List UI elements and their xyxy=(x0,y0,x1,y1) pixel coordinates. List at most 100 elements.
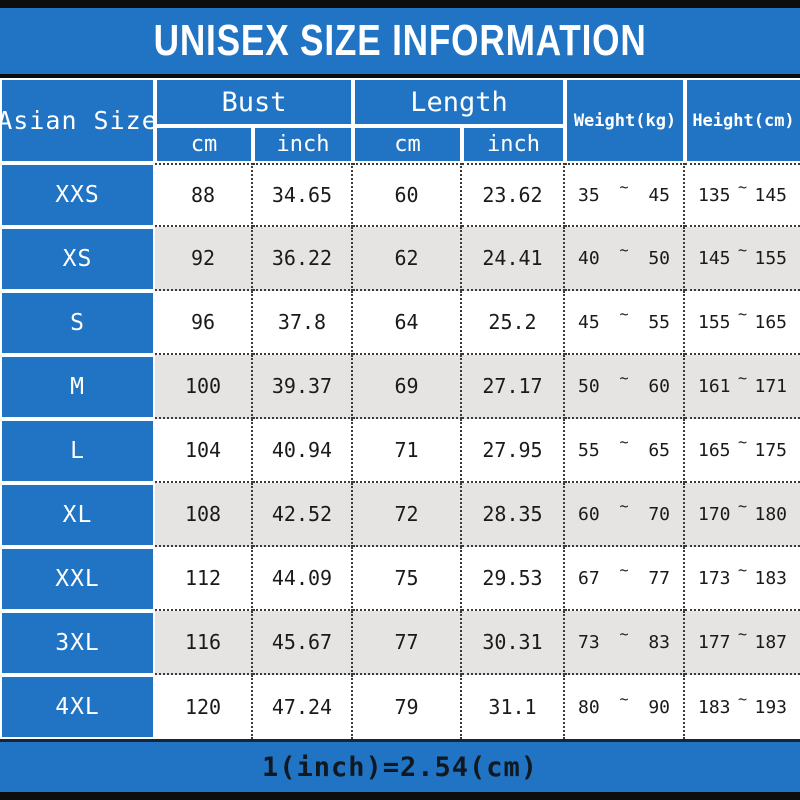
header-bust: Bust xyxy=(155,78,353,126)
size-label: XS xyxy=(0,227,155,291)
range-tilde: ~ xyxy=(619,497,629,515)
data-cell-length_inch: 27.95 xyxy=(462,419,565,483)
height-max: 165 xyxy=(754,311,787,333)
title-divider-line xyxy=(0,74,800,78)
header-length-cm: cm xyxy=(353,126,462,163)
weight-range-cell: 50 ~60 xyxy=(565,355,685,419)
size-table: Asian Size Bust Length cm inch cm inch W… xyxy=(0,78,800,739)
data-cell-bust_cm: 104 xyxy=(155,419,253,483)
data-cell-bust_inch: 44.09 xyxy=(253,547,353,611)
height-min: 161 xyxy=(698,375,731,397)
height-max: 155 xyxy=(754,247,787,269)
data-cell-length_cm: 71 xyxy=(353,419,462,483)
height-range-cell: 145 ~155 xyxy=(685,227,800,291)
range-tilde: ~ xyxy=(737,178,748,196)
weight-range-cell: 73 ~83 xyxy=(565,611,685,675)
header-asian-size: Asian Size xyxy=(0,78,155,163)
data-cell-length_cm: 69 xyxy=(353,355,462,419)
data-cell-bust_cm: 112 xyxy=(155,547,253,611)
footer-band: 1(inch)=2.54(cm) xyxy=(0,742,800,792)
size-label: XXS xyxy=(0,163,155,227)
data-cell-length_inch: 29.53 xyxy=(462,547,565,611)
height-range-cell: 170 ~180 xyxy=(685,483,800,547)
range-tilde: ~ xyxy=(737,433,748,451)
data-cell-length_cm: 62 xyxy=(353,227,462,291)
weight-max: 45 xyxy=(648,184,670,206)
data-cell-length_inch: 31.1 xyxy=(462,675,565,739)
range-tilde: ~ xyxy=(737,241,748,259)
weight-max: 65 xyxy=(648,439,670,461)
weight-min: 60 xyxy=(578,503,600,525)
range-tilde: ~ xyxy=(619,241,629,259)
weight-min: 50 xyxy=(578,375,600,397)
data-cell-length_cm: 72 xyxy=(353,483,462,547)
height-min: 183 xyxy=(698,696,731,718)
weight-range-cell: 55 ~65 xyxy=(565,419,685,483)
height-range-cell: 135 ~145 xyxy=(685,163,800,227)
data-cell-bust_inch: 40.94 xyxy=(253,419,353,483)
range-tilde: ~ xyxy=(737,305,748,323)
header-bust-cm: cm xyxy=(155,126,253,163)
data-cell-bust_inch: 47.24 xyxy=(253,675,353,739)
range-tilde: ~ xyxy=(737,690,748,708)
range-tilde: ~ xyxy=(619,305,629,323)
range-tilde: ~ xyxy=(619,433,629,451)
size-label: M xyxy=(0,355,155,419)
weight-min: 73 xyxy=(578,631,600,653)
weight-max: 77 xyxy=(648,567,670,589)
weight-min: 67 xyxy=(578,567,600,589)
data-cell-bust_inch: 39.37 xyxy=(253,355,353,419)
data-cell-length_cm: 77 xyxy=(353,611,462,675)
range-tilde: ~ xyxy=(737,561,748,579)
size-label: XL xyxy=(0,483,155,547)
data-cell-bust_inch: 42.52 xyxy=(253,483,353,547)
weight-range-cell: 67 ~77 xyxy=(565,547,685,611)
height-max: 175 xyxy=(754,439,787,461)
range-tilde: ~ xyxy=(619,178,629,196)
height-max: 193 xyxy=(754,696,787,718)
data-cell-length_cm: 79 xyxy=(353,675,462,739)
data-cell-bust_cm: 88 xyxy=(155,163,253,227)
weight-range-cell: 80 ~90 xyxy=(565,675,685,739)
height-min: 155 xyxy=(698,311,731,333)
weight-min: 45 xyxy=(578,311,600,333)
weight-range-cell: 60 ~70 xyxy=(565,483,685,547)
height-min: 135 xyxy=(698,184,731,206)
weight-min: 40 xyxy=(578,247,600,269)
range-tilde: ~ xyxy=(737,625,748,643)
height-range-cell: 177 ~187 xyxy=(685,611,800,675)
conversion-note: 1(inch)=2.54(cm) xyxy=(261,751,539,783)
data-cell-length_inch: 25.2 xyxy=(462,291,565,355)
data-cell-bust_inch: 36.22 xyxy=(253,227,353,291)
height-max: 171 xyxy=(754,375,787,397)
weight-range-cell: 40 ~50 xyxy=(565,227,685,291)
chart-title: UNISEX SIZE INFORMATION xyxy=(153,16,647,65)
data-cell-bust_cm: 96 xyxy=(155,291,253,355)
header-length-inch: inch xyxy=(462,126,565,163)
weight-min: 35 xyxy=(578,184,600,206)
data-cell-bust_cm: 116 xyxy=(155,611,253,675)
title-band: UNISEX SIZE INFORMATION xyxy=(0,8,800,74)
data-cell-bust_inch: 34.65 xyxy=(253,163,353,227)
size-label: 4XL xyxy=(0,675,155,739)
data-cell-bust_inch: 37.8 xyxy=(253,291,353,355)
weight-max: 83 xyxy=(648,631,670,653)
height-range-cell: 155 ~165 xyxy=(685,291,800,355)
height-max: 183 xyxy=(754,567,787,589)
header-weight: Weight(kg) xyxy=(565,78,685,163)
header-bust-inch: inch xyxy=(253,126,353,163)
height-min: 173 xyxy=(698,567,731,589)
height-range-cell: 173 ~183 xyxy=(685,547,800,611)
range-tilde: ~ xyxy=(619,625,629,643)
weight-range-cell: 35 ~45 xyxy=(565,163,685,227)
height-min: 170 xyxy=(698,503,731,525)
height-min: 177 xyxy=(698,631,731,653)
height-max: 180 xyxy=(754,503,787,525)
height-min: 165 xyxy=(698,439,731,461)
data-cell-length_inch: 28.35 xyxy=(462,483,565,547)
size-label: S xyxy=(0,291,155,355)
data-cell-length_inch: 23.62 xyxy=(462,163,565,227)
range-tilde: ~ xyxy=(737,497,748,515)
weight-max: 55 xyxy=(648,311,670,333)
